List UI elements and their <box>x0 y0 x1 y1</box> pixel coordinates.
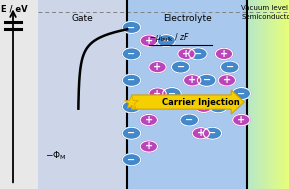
Text: −: − <box>203 75 211 85</box>
Text: +: + <box>153 89 162 98</box>
Bar <box>127 0 247 189</box>
Bar <box>254 0 256 189</box>
Text: −: − <box>127 128 136 138</box>
Bar <box>278 0 280 189</box>
Circle shape <box>218 75 236 86</box>
Bar <box>276 0 278 189</box>
Text: −: − <box>177 62 185 72</box>
Text: −: − <box>208 128 216 138</box>
Circle shape <box>122 154 141 166</box>
Bar <box>253 0 255 189</box>
Bar <box>255 0 257 189</box>
Circle shape <box>203 127 222 139</box>
Text: +: + <box>153 62 162 72</box>
Bar <box>249 0 251 189</box>
Text: −: − <box>127 102 136 112</box>
Bar <box>271 0 273 189</box>
Text: −: − <box>185 115 193 125</box>
FancyArrow shape <box>131 90 244 114</box>
Bar <box>268 0 270 189</box>
Text: −: − <box>237 89 245 98</box>
Bar <box>262 0 264 189</box>
Text: $-\Phi_{\mathsf{M}}$: $-\Phi_{\mathsf{M}}$ <box>45 150 66 162</box>
Circle shape <box>209 101 227 113</box>
Text: −: − <box>127 155 136 165</box>
Circle shape <box>178 48 195 60</box>
Bar <box>38 0 127 189</box>
Text: +: + <box>237 115 245 125</box>
Bar <box>251 0 253 189</box>
Circle shape <box>122 21 141 33</box>
Circle shape <box>192 128 210 139</box>
Text: Gate: Gate <box>71 14 93 23</box>
Circle shape <box>163 88 181 100</box>
Circle shape <box>184 75 201 86</box>
Text: −: − <box>214 102 222 112</box>
Bar <box>286 0 288 189</box>
Bar <box>247 0 249 189</box>
Bar <box>258 0 260 189</box>
Circle shape <box>140 141 158 152</box>
Bar <box>272 0 274 189</box>
Circle shape <box>232 88 251 100</box>
Bar <box>260 0 262 189</box>
Circle shape <box>149 61 166 73</box>
Text: E / eV: E / eV <box>1 5 27 14</box>
Circle shape <box>221 61 239 73</box>
Circle shape <box>233 114 250 126</box>
Text: −: − <box>226 62 234 72</box>
Text: +: + <box>220 49 228 59</box>
Bar <box>274 0 276 189</box>
Circle shape <box>195 101 212 112</box>
Circle shape <box>122 74 141 86</box>
Bar <box>288 0 289 189</box>
Bar <box>264 0 266 189</box>
Bar <box>267 0 269 189</box>
Circle shape <box>122 127 141 139</box>
Text: +: + <box>145 36 153 46</box>
Circle shape <box>149 88 166 99</box>
Circle shape <box>140 35 158 46</box>
Bar <box>0 0 38 189</box>
Text: +: + <box>200 102 208 112</box>
Bar <box>275 0 277 189</box>
Text: +: + <box>145 115 153 125</box>
Bar <box>285 0 287 189</box>
Circle shape <box>197 74 216 86</box>
Text: −: − <box>127 75 136 85</box>
Text: −: − <box>127 22 136 32</box>
Text: −: − <box>168 89 176 98</box>
Text: Carrier Injection: Carrier Injection <box>162 98 240 107</box>
Text: $-\mu_{\mathsf{bulk}}$$\ /\ zF$: $-\mu_{\mathsf{bulk}}$$\ /\ zF$ <box>149 31 190 44</box>
Text: −: − <box>194 49 202 59</box>
Bar <box>261 0 263 189</box>
Text: Vacuum level: Vacuum level <box>240 5 288 11</box>
Bar <box>284 0 286 189</box>
Circle shape <box>157 35 175 47</box>
Circle shape <box>180 114 199 126</box>
Bar <box>279 0 281 189</box>
Text: Semiconductor: Semiconductor <box>242 14 289 20</box>
Text: +: + <box>223 75 231 85</box>
Text: +: + <box>197 128 205 138</box>
Circle shape <box>122 48 141 60</box>
Text: +: + <box>145 142 153 151</box>
Circle shape <box>140 114 158 126</box>
Bar <box>257 0 259 189</box>
Circle shape <box>122 101 141 113</box>
Text: Electrolyte: Electrolyte <box>163 14 212 23</box>
Circle shape <box>215 48 233 60</box>
Bar <box>282 0 284 189</box>
Text: +: + <box>188 75 196 85</box>
Text: −: − <box>127 49 136 59</box>
Bar <box>269 0 271 189</box>
Bar <box>265 0 267 189</box>
Text: +: + <box>182 49 190 59</box>
Circle shape <box>171 61 190 73</box>
Circle shape <box>189 48 207 60</box>
Bar <box>281 0 283 189</box>
Bar <box>250 0 252 189</box>
Text: −: − <box>162 36 170 46</box>
